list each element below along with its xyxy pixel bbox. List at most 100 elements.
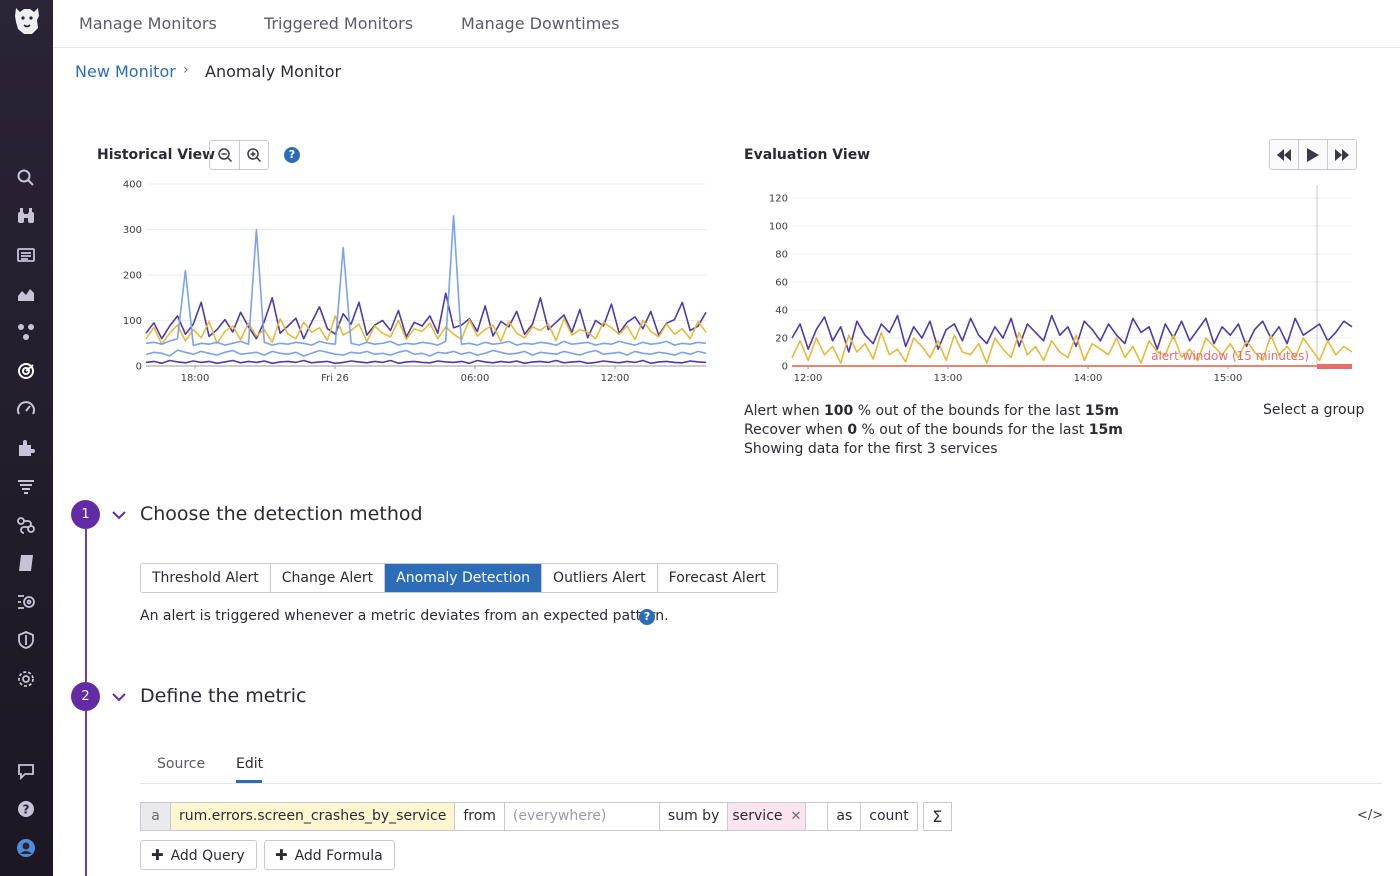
function-sigma-button[interactable]: Σ: [922, 802, 952, 831]
aggregation-select[interactable]: count: [861, 802, 918, 831]
tab-manage-monitors[interactable]: Manage Monitors: [79, 14, 217, 33]
y-tick-label: 120: [769, 194, 788, 205]
y-tick-label: 0: [782, 362, 788, 373]
y-tick-label: 20: [775, 334, 788, 345]
method-threshold-alert[interactable]: Threshold Alert: [141, 564, 270, 592]
breadcrumb-new-monitor-link[interactable]: New Monitor: [75, 62, 176, 81]
group-by-tag[interactable]: service ✕: [728, 802, 807, 831]
zoom-in-icon: [247, 148, 262, 163]
infrastructure-icon[interactable]: [14, 320, 38, 344]
alert-window-label: alert window (15 minutes): [1151, 349, 1309, 363]
query-letter: a: [140, 802, 171, 831]
play-button[interactable]: [1298, 140, 1327, 169]
metric-name-input[interactable]: rum.errors.screen_crashes_by_service: [171, 802, 456, 831]
series-line-1: [145, 315, 707, 345]
binoculars-icon[interactable]: [14, 204, 38, 228]
zoom-button-group: [209, 140, 269, 170]
x-tick-label: 14:00: [1074, 373, 1103, 384]
x-tick-label: 12:00: [794, 373, 823, 384]
plus-icon: ✚: [275, 846, 288, 864]
chevron-right-icon: ›: [183, 62, 189, 78]
x-tick-label: 13:00: [934, 373, 963, 384]
evaluation-view-title: Evaluation View: [744, 147, 871, 163]
method-description: An alert is triggered whenever a metric …: [140, 608, 669, 624]
query-editor-row: a rum.errors.screen_crashes_by_service f…: [140, 802, 952, 831]
sidebar: ?: [0, 0, 53, 876]
metric-subtabs: Source Edit: [140, 754, 1382, 784]
method-forecast-alert[interactable]: Forecast Alert: [656, 564, 777, 592]
fast-forward-button[interactable]: [1327, 140, 1356, 169]
select-group-link[interactable]: Select a group: [1263, 402, 1365, 418]
x-tick-label: 15:00: [1214, 373, 1243, 384]
remove-tag-icon[interactable]: ✕: [790, 809, 802, 824]
historical-chart[interactable]: 400 300 200 100 0 18:00 Fri 26 06:00 12:00: [100, 174, 720, 388]
chevron-down-icon[interactable]: [111, 689, 127, 705]
zoom-out-button[interactable]: [210, 141, 239, 169]
chevron-down-icon[interactable]: [111, 507, 127, 523]
step-connector-line: [85, 529, 87, 682]
evaluation-chart[interactable]: 120 100 80 60 40 20 0 12:00 13:00 14:00 15:00 alert…: [760, 180, 1370, 385]
rum-gear-icon[interactable]: [14, 667, 38, 691]
series-line-4: [145, 359, 707, 365]
subtab-source[interactable]: Source: [157, 756, 206, 772]
add-query-button[interactable]: ✚ Add Query: [140, 840, 257, 870]
evaluation-summary: Alert when 100 % out of the bounds for t…: [744, 402, 1123, 459]
as-label: as: [828, 802, 862, 831]
y-tick-label: 400: [123, 180, 142, 191]
step-number-badge: 2: [71, 682, 100, 711]
x-tick-label: 18:00: [181, 373, 210, 384]
from-label: from: [455, 802, 505, 831]
group-by-tag-label: service: [732, 808, 783, 824]
synthetics-icon[interactable]: [14, 590, 38, 614]
y-tick-label: 100: [769, 222, 788, 233]
add-formula-button[interactable]: ✚ Add Formula: [264, 840, 395, 870]
y-tick-label: 300: [123, 225, 142, 236]
gauge-icon[interactable]: [14, 397, 38, 421]
method-change-alert[interactable]: Change Alert: [269, 564, 385, 592]
step-number-badge: 1: [71, 500, 100, 529]
chat-support-icon[interactable]: [14, 759, 38, 783]
logs-filter-icon[interactable]: [14, 474, 38, 498]
y-tick-label: 60: [775, 278, 788, 289]
step-title-define-metric: Define the metric: [140, 685, 307, 707]
rewind-button[interactable]: [1270, 140, 1298, 169]
x-tick-label: 06:00: [461, 373, 490, 384]
dashboards-list-icon[interactable]: [14, 243, 38, 267]
y-tick-label: 80: [775, 250, 788, 261]
tab-triggered-monitors[interactable]: Triggered Monitors: [264, 14, 414, 33]
method-help-icon[interactable]: ?: [639, 609, 655, 625]
from-scope-input[interactable]: (everywhere): [504, 802, 660, 831]
showing-data-note: Showing data for the first 3 services: [744, 441, 998, 457]
series-line-0: [791, 314, 1353, 353]
area-chart-icon[interactable]: [14, 282, 38, 306]
security-shield-icon[interactable]: [14, 628, 38, 652]
monitors-icon[interactable]: [14, 359, 38, 383]
zoom-in-button[interactable]: [239, 141, 268, 169]
series-line-1: [791, 331, 1353, 364]
search-icon[interactable]: [14, 166, 38, 190]
recover-condition-line: Recover when 0 % out of the bounds for t…: [744, 422, 1123, 438]
method-outliers-alert[interactable]: Outliers Alert: [541, 564, 657, 592]
active-subtab-indicator: [236, 780, 262, 783]
step-title-detection-method: Choose the detection method: [140, 503, 423, 525]
apm-trace-icon[interactable]: [14, 513, 38, 537]
notebook-icon[interactable]: [14, 551, 38, 575]
tab-manage-downtimes[interactable]: Manage Downtimes: [461, 14, 620, 33]
integrations-puzzle-icon[interactable]: [14, 436, 38, 460]
top-navigation: Manage Monitors Triggered Monitors Manag…: [53, 0, 1400, 48]
y-tick-label: 0: [136, 362, 142, 373]
historical-help-icon[interactable]: ?: [284, 147, 300, 163]
group-by-input[interactable]: [806, 802, 829, 831]
sum-by-label: sum by: [659, 802, 729, 831]
series-line-0: [145, 292, 707, 340]
help-circle-icon[interactable]: ?: [14, 797, 38, 821]
play-icon: [1307, 147, 1319, 162]
datadog-logo-icon[interactable]: [10, 4, 44, 38]
subtab-edit[interactable]: Edit: [236, 756, 264, 772]
code-toggle-icon[interactable]: </>: [1357, 808, 1384, 823]
y-tick-label: 200: [123, 271, 142, 282]
fast-forward-icon: [1335, 148, 1349, 161]
user-avatar-icon[interactable]: [14, 836, 38, 860]
y-tick-label: 100: [123, 316, 142, 327]
method-anomaly-detection[interactable]: Anomaly Detection: [384, 564, 542, 592]
